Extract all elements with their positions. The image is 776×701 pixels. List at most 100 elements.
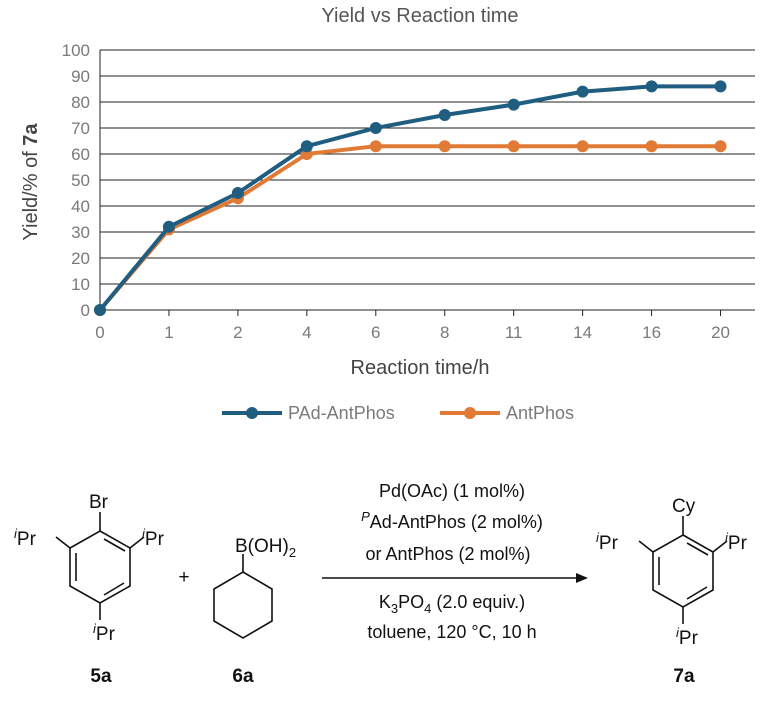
- condition-ligand-1: PAd-AntPhos (2 mol%): [361, 509, 543, 532]
- data-point: [300, 140, 313, 153]
- condition-catalyst: Pd(OAc) (1 mol%): [379, 481, 525, 501]
- reactant-5a-ipr-left: iPr: [14, 526, 37, 550]
- x-tick-label: 16: [642, 323, 661, 342]
- reactant-6a-boronic-acid: B(OH)2: [235, 536, 296, 560]
- p-ipr-left-text: Pr: [599, 533, 619, 554]
- x-tick-label: 6: [371, 323, 380, 342]
- data-point: [576, 85, 589, 98]
- base-sub-4: 4: [424, 601, 431, 616]
- data-point: [369, 140, 382, 153]
- y-tick-label: 90: [71, 67, 90, 86]
- ipr-right-sup: i: [142, 526, 146, 541]
- base-k: K: [379, 592, 391, 612]
- reactant-5a-ipr-bottom: iPr: [93, 621, 116, 645]
- reactant-6a-label: 6a: [232, 666, 254, 687]
- y-tick-label: 10: [71, 275, 90, 294]
- ipr-left-text: Pr: [17, 529, 37, 550]
- reactant-5a-inner-bond-1: [103, 538, 126, 552]
- plus-sign: +: [178, 567, 189, 588]
- x-tick-label: 14: [573, 323, 592, 342]
- p-ipr-right-sup: i: [725, 530, 729, 545]
- data-point: [369, 122, 382, 134]
- series-line-0: [98, 84, 721, 312]
- reactant-5a-ipr-right-bond: [129, 536, 145, 549]
- condition-base: K3PO4 (2.0 equiv.): [379, 592, 525, 616]
- condition-ligand-2: or AntPhos (2 mol%): [365, 544, 530, 564]
- product-7a-ipr-bottom: iPr: [676, 625, 699, 649]
- p-ipr-bottom-text: Pr: [679, 628, 699, 649]
- data-point: [576, 140, 589, 153]
- x-axis-title: Reaction time/h: [351, 357, 490, 379]
- y-tick-label: 30: [71, 223, 90, 242]
- boronic-acid-sub: 2: [289, 545, 296, 560]
- reactant-5a-inner-bond-2: [103, 582, 125, 596]
- reactant-5a-ipr-right: iPr: [142, 526, 165, 550]
- product-7a-ipr-right-bond: [712, 540, 728, 553]
- data-point: [162, 220, 175, 233]
- base-equiv: (2.0 equiv.): [431, 592, 525, 612]
- reactant-5a-ipr-left-bond: [55, 536, 71, 549]
- reactant-5a-ring: [69, 530, 131, 604]
- y-tick-label: 50: [71, 171, 90, 190]
- y-axis-title: Yield/% of 7a: [20, 123, 42, 241]
- data-point: [645, 140, 658, 153]
- condition-solvent-temp: toluene, 120 °C, 10 h: [367, 622, 536, 642]
- x-tick-label: 11: [505, 323, 523, 342]
- x-tick-label: 20: [711, 323, 730, 342]
- product-7a-ipr-left: iPr: [596, 530, 619, 554]
- y-tick-label: 100: [62, 41, 90, 60]
- series-lines: [94, 80, 727, 316]
- data-point: [645, 80, 658, 93]
- y-tick-label: 70: [71, 119, 90, 138]
- grid-lines: [99, 49, 755, 311]
- ipr-bottom-text: Pr: [96, 624, 116, 645]
- product-7a-cy-label: Cy: [672, 496, 696, 517]
- series-line-1: [98, 144, 721, 312]
- product-7a-ring: [652, 534, 714, 608]
- ipr-right-text: Pr: [145, 529, 165, 550]
- data-point: [507, 140, 520, 153]
- y-tick-label: 80: [71, 93, 90, 112]
- data-point: [438, 109, 451, 121]
- ipr-bottom-sup: i: [93, 621, 97, 636]
- y-tick-label: 0: [81, 301, 90, 320]
- data-point: [507, 98, 520, 111]
- p-ipr-bottom-sup: i: [676, 625, 680, 640]
- p-ipr-left-sup: i: [596, 530, 600, 545]
- x-tick-label: 0: [95, 323, 104, 342]
- reactant-6a-structure: [213, 554, 273, 639]
- reactant-5a-structure: [55, 512, 145, 620]
- base-po: PO: [398, 592, 424, 612]
- y-tick-label: 40: [71, 197, 90, 216]
- reactant-5a-br-label: Br: [89, 492, 109, 513]
- y-tick-labels: 0 10 20 30 40 50 60 70 80 90 100: [62, 41, 90, 320]
- data-point: [231, 187, 244, 199]
- x-tick-label: 8: [440, 323, 449, 342]
- ipr-left-sup: i: [14, 526, 18, 541]
- product-7a-inner-bond-2: [686, 586, 708, 600]
- legend-swatch-marker: [464, 407, 476, 419]
- data-point: [714, 140, 727, 153]
- legend-label: AntPhos: [506, 403, 574, 423]
- ligand-text: Ad-AntPhos (2 mol%): [370, 512, 543, 532]
- y-tick-label: 20: [71, 249, 90, 268]
- legend: PAd-AntPhos AntPhos: [222, 403, 574, 423]
- product-7a-inner-bond-1: [686, 542, 709, 556]
- chart-title: Yield vs Reaction time: [321, 5, 518, 27]
- reaction-arrow: [322, 573, 588, 583]
- data-point: [714, 80, 727, 93]
- p-ipr-right-text: Pr: [728, 533, 748, 554]
- base-sub-3: 3: [391, 601, 398, 616]
- y-axis-title-prefix: Yield/% of: [20, 146, 42, 241]
- x-tick-label: 4: [302, 323, 311, 342]
- data-point: [438, 140, 451, 153]
- reaction-arrow-head: [576, 573, 588, 583]
- product-7a-structure: [638, 516, 728, 624]
- boronic-acid-text: B(OH): [235, 536, 289, 557]
- x-tick-label: 2: [233, 323, 242, 342]
- legend-label: PAd-AntPhos: [288, 403, 395, 423]
- product-7a-ipr-right: iPr: [725, 530, 748, 554]
- x-tick-label: 1: [164, 323, 173, 342]
- reactant-6a-ring: [213, 571, 273, 639]
